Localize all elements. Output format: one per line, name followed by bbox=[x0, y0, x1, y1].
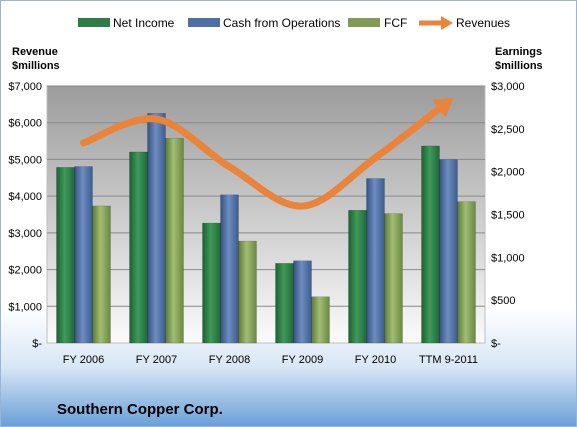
bar-cash-from-operations bbox=[220, 194, 239, 344]
x-tick-label: TTM 9-2011 bbox=[419, 354, 478, 366]
bar-fcf bbox=[238, 240, 257, 344]
bar-net-income bbox=[202, 222, 221, 344]
left-tick-label: $2,000 bbox=[8, 265, 42, 277]
right-tick-label: $2,000 bbox=[491, 167, 525, 179]
x-tick-label: FY 2006 bbox=[63, 354, 104, 366]
legend-label-net-income: Net Income bbox=[113, 16, 175, 30]
chart-title: Southern Copper Corp. bbox=[57, 401, 223, 418]
left-tick-labels: $- $1,000 $2,000 $3,000 $4,000 $5,000 $6,000 $7… bbox=[8, 81, 42, 350]
legend: Net Income Cash from Operations FCF Reve… bbox=[78, 16, 510, 30]
left-tick-label: $5,000 bbox=[8, 154, 42, 166]
right-axis-title-line2: $millions bbox=[495, 60, 543, 72]
x-tick-label: FY 2008 bbox=[209, 354, 250, 366]
right-tick-label: $- bbox=[491, 338, 501, 350]
right-tick-labels: $- $500 $1,000 $1,500 $2,000 $2,500 $3,000 bbox=[491, 81, 525, 350]
legend-swatch-fcf bbox=[348, 18, 380, 27]
revenue-line bbox=[80, 97, 452, 210]
left-tick-label: $- bbox=[32, 338, 42, 350]
x-tick-label: FY 2009 bbox=[282, 354, 323, 366]
right-tick-label: $500 bbox=[491, 295, 515, 307]
x-tick-label: FY 2007 bbox=[136, 354, 177, 366]
left-tick-label: $4,000 bbox=[8, 191, 42, 203]
right-tick-label: $1,000 bbox=[491, 252, 525, 264]
bar-cash-from-operations bbox=[293, 260, 312, 344]
x-tick-label: FY 2010 bbox=[355, 354, 396, 366]
x-tick-labels: FY 2006 FY 2007 FY 2008 FY 2009 FY 2010 TTM 9… bbox=[63, 354, 478, 366]
right-tick-label: $1,500 bbox=[491, 210, 525, 222]
bar-fcf bbox=[457, 201, 476, 344]
bar-cash-from-operations bbox=[439, 159, 458, 344]
legend-swatch-net-income bbox=[78, 18, 110, 27]
left-tick-label: $6,000 bbox=[8, 118, 42, 130]
bar-net-income bbox=[275, 263, 294, 344]
bar-net-income bbox=[56, 167, 75, 344]
legend-item-fcf: FCF bbox=[348, 16, 407, 30]
right-tick-label: $2,500 bbox=[491, 124, 525, 136]
bar-net-income bbox=[348, 209, 367, 344]
left-tick-label: $7,000 bbox=[8, 81, 42, 93]
legend-label-fcf: FCF bbox=[384, 16, 407, 30]
legend-item-net-income: Net Income bbox=[78, 16, 175, 30]
legend-arrowhead-revenues bbox=[441, 16, 453, 30]
legend-item-revenues: Revenues bbox=[419, 16, 510, 30]
bar-cash-from-operations bbox=[74, 166, 93, 344]
bar-fcf bbox=[311, 296, 330, 344]
bar-cash-from-operations bbox=[366, 178, 385, 344]
revenue-line-group bbox=[80, 97, 454, 210]
legend-label-cash-from-operations: Cash from Operations bbox=[223, 16, 340, 30]
left-tick-label: $3,000 bbox=[8, 228, 42, 240]
right-axis-title-line1: Earnings bbox=[495, 46, 542, 58]
legend-item-cash-from-operations: Cash from Operations bbox=[188, 16, 340, 30]
left-tick-label: $1,000 bbox=[8, 301, 42, 313]
left-axis-title-line1: Revenue bbox=[12, 46, 58, 58]
bar-fcf bbox=[92, 205, 111, 344]
left-axis-title-line2: $millions bbox=[12, 60, 60, 72]
bars-group bbox=[56, 113, 476, 344]
bar-net-income bbox=[129, 151, 148, 344]
legend-swatch-cash-from-operations bbox=[188, 18, 220, 27]
bar-fcf bbox=[384, 213, 403, 344]
legend-label-revenues: Revenues bbox=[456, 16, 510, 30]
right-tick-label: $3,000 bbox=[491, 81, 525, 93]
bar-fcf bbox=[165, 138, 184, 344]
revenue-line-arrowhead bbox=[432, 97, 454, 118]
bar-cash-from-operations bbox=[147, 113, 166, 344]
bar-net-income bbox=[421, 145, 440, 344]
